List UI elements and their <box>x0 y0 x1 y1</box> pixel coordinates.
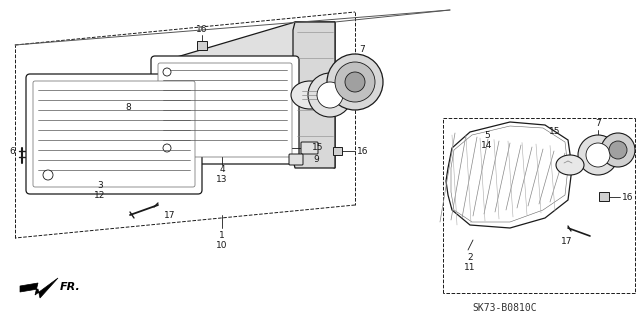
FancyBboxPatch shape <box>151 56 299 164</box>
Text: FR.: FR. <box>60 282 81 292</box>
Text: 14: 14 <box>481 142 493 151</box>
Text: 5: 5 <box>484 131 490 140</box>
Circle shape <box>43 170 53 180</box>
Text: 8: 8 <box>125 103 131 113</box>
Text: 13: 13 <box>216 175 228 184</box>
Ellipse shape <box>291 81 329 109</box>
Text: 3: 3 <box>97 181 103 189</box>
FancyBboxPatch shape <box>333 147 342 155</box>
Text: 4: 4 <box>219 166 225 174</box>
Circle shape <box>335 62 375 102</box>
Circle shape <box>163 144 171 152</box>
FancyBboxPatch shape <box>33 81 195 187</box>
Text: 10: 10 <box>216 241 228 249</box>
FancyBboxPatch shape <box>289 154 303 165</box>
Text: 7: 7 <box>359 46 365 55</box>
Circle shape <box>601 133 635 167</box>
Circle shape <box>317 82 343 108</box>
Circle shape <box>308 73 352 117</box>
Circle shape <box>327 54 383 110</box>
Polygon shape <box>160 22 335 62</box>
Circle shape <box>609 141 627 159</box>
FancyBboxPatch shape <box>197 41 207 50</box>
Text: 9: 9 <box>313 155 319 165</box>
FancyBboxPatch shape <box>301 142 318 154</box>
FancyBboxPatch shape <box>26 74 202 194</box>
Text: 16: 16 <box>196 26 208 34</box>
Text: 12: 12 <box>94 190 106 199</box>
Circle shape <box>586 143 610 167</box>
FancyBboxPatch shape <box>599 192 609 201</box>
Ellipse shape <box>556 155 584 175</box>
Text: 11: 11 <box>464 263 476 272</box>
Text: 17: 17 <box>164 211 176 219</box>
Text: SK73-B0810C: SK73-B0810C <box>472 303 536 313</box>
Polygon shape <box>20 278 58 298</box>
Text: 16: 16 <box>357 146 369 155</box>
Circle shape <box>163 68 171 76</box>
Polygon shape <box>293 22 335 168</box>
Text: 16: 16 <box>622 192 634 202</box>
Text: 7: 7 <box>595 118 601 128</box>
Circle shape <box>578 135 618 175</box>
FancyBboxPatch shape <box>158 63 292 157</box>
Text: 1: 1 <box>219 231 225 240</box>
Text: 17: 17 <box>561 238 573 247</box>
Circle shape <box>345 72 365 92</box>
Polygon shape <box>446 122 572 228</box>
Text: 2: 2 <box>467 254 473 263</box>
Text: 6: 6 <box>9 147 15 157</box>
Text: 15: 15 <box>549 128 561 137</box>
Text: 15: 15 <box>312 144 324 152</box>
Polygon shape <box>293 22 335 168</box>
